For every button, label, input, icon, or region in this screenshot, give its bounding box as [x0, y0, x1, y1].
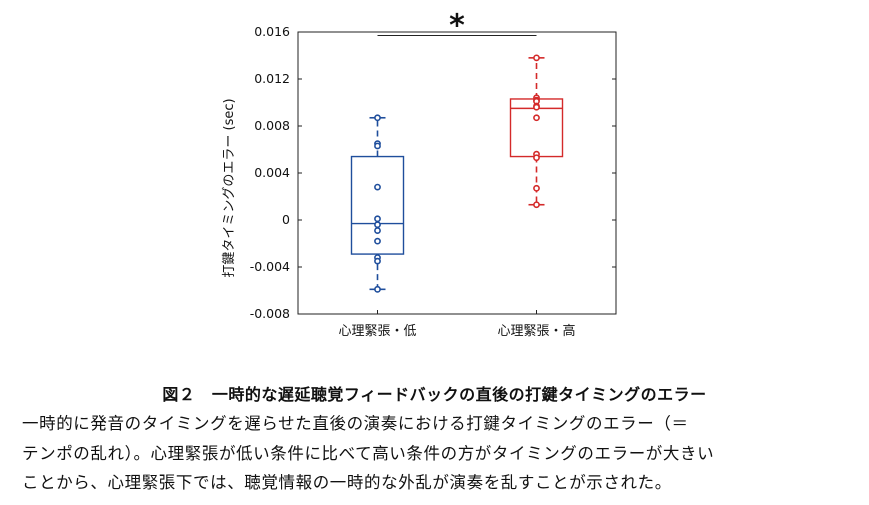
caption-line-1: 一時的に発音のタイミングを遅らせた直後の演奏における打鍵タイミングのエラー（＝ — [22, 414, 689, 433]
x-axis: 心理緊張・低 心理緊張・高 — [338, 310, 576, 339]
y-tick-label: 0.004 — [254, 165, 290, 180]
boxplot-groups — [350, 54, 564, 293]
caption-line-2: テンポの乱れ）。心理緊張が低い条件に比べて高い条件の方がタイミングのエラーが大き… — [22, 444, 715, 463]
data-point — [374, 183, 381, 191]
figure-caption-title: 図２ 一時的な遅延聴覚フィードバックの直後の打鍵タイミングのエラー — [162, 385, 707, 404]
y-axis: -0.008 -0.004 0 0.004 0.008 0.012 0.016 — [250, 24, 616, 321]
data-point — [533, 154, 540, 162]
y-tick-label: 0 — [282, 212, 290, 227]
data-point — [374, 142, 381, 150]
y-tick-label: 0.016 — [254, 24, 290, 39]
data-point — [533, 201, 540, 209]
data-point — [374, 285, 381, 293]
data-point — [374, 114, 381, 122]
y-axis-label: 打鍵タイミングのエラー (sec) — [221, 98, 237, 277]
y-tick-label: -0.004 — [250, 259, 290, 274]
data-point — [374, 221, 381, 229]
y-tick-label: -0.008 — [250, 306, 290, 321]
caption-line-3: ことから、心理緊張下では、聴覚情報の一時的な外乱が演奏を乱すことが示された。 — [22, 473, 672, 492]
box-group — [509, 54, 564, 209]
data-point — [533, 114, 540, 122]
box-iqr — [350, 155, 405, 255]
data-point — [374, 257, 381, 265]
x-tick-label: 心理緊張・高 — [497, 323, 575, 339]
data-point — [533, 54, 540, 62]
y-tick-label: 0.008 — [254, 118, 290, 133]
box-group — [350, 114, 405, 293]
data-point — [533, 103, 540, 111]
boxplot-chart: -0.008 -0.004 0 0.004 0.008 0.012 0.016 心理緊張・低… — [221, 9, 617, 339]
data-point — [374, 215, 381, 223]
plot-area — [297, 31, 617, 315]
data-point — [374, 237, 381, 245]
data-point — [533, 184, 540, 192]
data-point — [374, 227, 381, 234]
significance-annotation: * — [377, 9, 537, 44]
x-tick-label: 心理緊張・低 — [338, 324, 416, 339]
y-tick-label: 0.012 — [254, 71, 290, 86]
significance-star: * — [449, 9, 465, 44]
